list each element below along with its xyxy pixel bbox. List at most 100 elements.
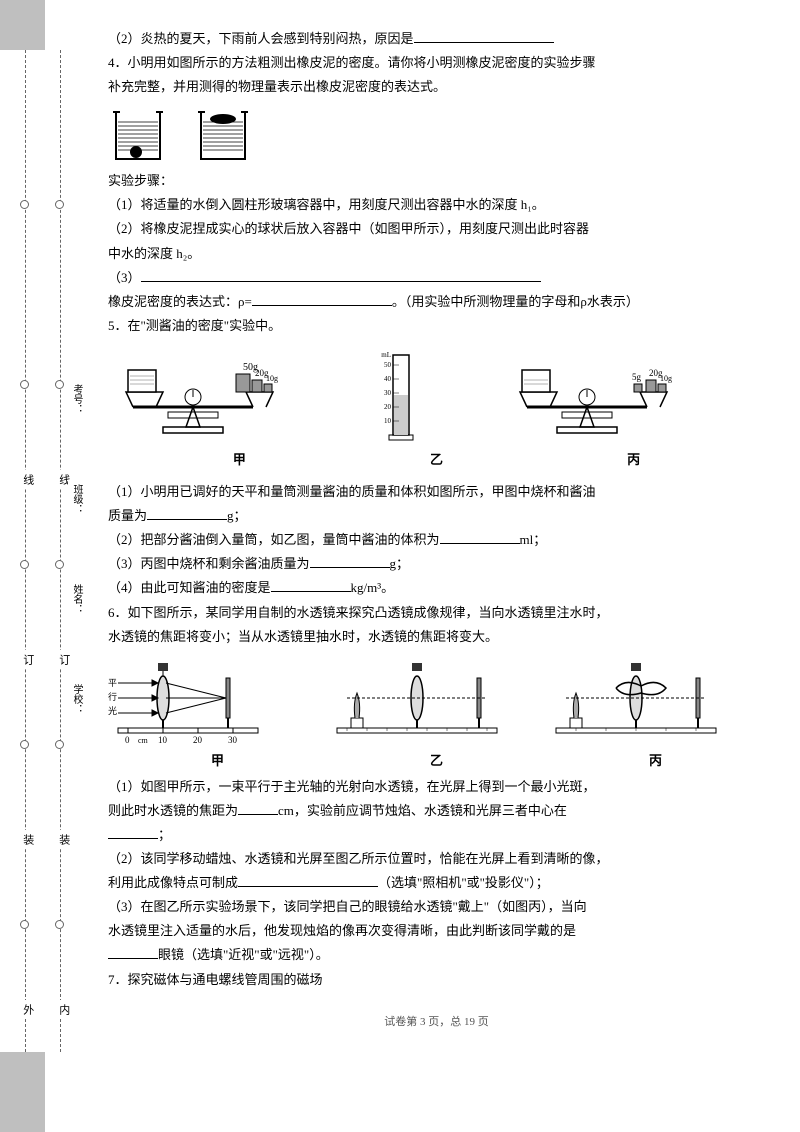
q5-1a: （1）小明用已调好的天平和量筒测量酱油的质量和体积如图所示，甲图中烧杯和酱油	[108, 481, 765, 503]
balance-jia: 50g 20g 10g 甲	[108, 352, 371, 471]
margin-class: 班级：	[68, 480, 85, 518]
left-margin: 外 装 订 线 内 装 订 线 学校： 姓名： 班级： 考号：	[0, 0, 90, 1132]
q4-exp1: 橡皮泥密度的表达式：ρ=	[108, 294, 252, 309]
margin-label-xian: 线	[18, 470, 37, 489]
margin-label-inner: 内	[54, 1000, 73, 1019]
q4-s2a: （2）将橡皮泥捏成实心的球状后放入容器中（如图甲所示），用刻度尺测出此时容器	[108, 218, 765, 240]
svg-text:20: 20	[193, 735, 203, 745]
content-area: （2）炎热的夏天，下雨前人会感到特别闷热，原因是 4．小明用如图所示的方法粗测出…	[90, 0, 800, 1132]
q6-stem1: 6．如下图所示，某同学用自制的水透镜来探究凸透镜成像规律，当向水透镜里注水时，	[108, 602, 765, 624]
margin-label-zhuang: 装	[18, 830, 37, 849]
svg-text:光: 光	[108, 705, 117, 716]
margin-circle	[55, 920, 64, 929]
margin-circle	[20, 380, 29, 389]
blank[interactable]	[271, 578, 351, 592]
margin-circle	[55, 560, 64, 569]
blank[interactable]	[414, 29, 554, 43]
svg-text:10g: 10g	[266, 374, 278, 383]
margin-circle	[55, 740, 64, 749]
q6-3a: （3）在图乙所示实验场景下，该同学把自己的眼镜给水透镜"戴上"（如图丙），当向	[108, 896, 765, 918]
margin-circle	[20, 740, 29, 749]
q5-1b: 质量为g；	[108, 505, 765, 527]
q3-2: （2）炎热的夏天，下雨前人会感到特别闷热，原因是	[108, 28, 765, 50]
svg-text:30: 30	[384, 389, 392, 397]
blank[interactable]	[310, 554, 390, 568]
q6-3c: 眼镜（选填"近视"或"远视"）。	[108, 944, 765, 966]
svg-text:平: 平	[108, 678, 117, 688]
q5-2: （2）把部分酱油倒入量筒，如乙图，量筒中酱油的体积为ml；	[108, 529, 765, 551]
q4-s2b: 中水的深度 h₂。	[108, 243, 765, 265]
q6-2a: （2）该同学移动蜡烛、水透镜和光屏至图乙所示位置时，恰能在光屏上看到清晰的像，	[108, 848, 765, 870]
svg-text:40: 40	[384, 375, 392, 383]
q4-stem2: 补充完整，并用测得的物理量表示出橡皮泥密度的表达式。	[108, 76, 765, 98]
balance-jia-icon: 50g 20g 10g	[108, 352, 283, 447]
balance-bing-icon: 5g 20g 10g	[502, 352, 677, 447]
lens-figures: 0 10 20 30 cm 平行光 甲	[108, 658, 765, 772]
q6-stem2: 水透镜的焦距将变小；当从水透镜里抽水时，水透镜的焦距将变大。	[108, 626, 765, 648]
margin-label-ding: 订	[18, 650, 37, 669]
margin-label-ding2: 订	[54, 650, 73, 669]
margin-circle	[20, 200, 29, 209]
beaker-jia-icon	[108, 104, 168, 164]
svg-text:0: 0	[125, 735, 130, 745]
lens-bing-icon	[546, 658, 726, 748]
beaker-figures	[108, 104, 765, 164]
blank[interactable]	[108, 825, 158, 839]
q4-stem1: 4．小明用如图所示的方法粗测出橡皮泥的密度。请你将小明测橡皮泥密度的实验步骤	[108, 52, 765, 74]
lens-yi: 乙	[327, 658, 546, 772]
balance-bing: 5g 20g 10g 丙	[502, 352, 765, 471]
margin-label-zhuang2: 装	[54, 830, 73, 849]
blank[interactable]	[147, 506, 227, 520]
svg-text:5g: 5g	[632, 372, 642, 382]
svg-text:30: 30	[228, 735, 238, 745]
fig-label-bing: 丙	[546, 750, 765, 772]
blank[interactable]	[238, 873, 378, 887]
cylinder-yi: mL 50 40 30 20 10 乙	[371, 347, 502, 471]
svg-text:mL: mL	[381, 351, 391, 359]
svg-text:50: 50	[384, 361, 392, 369]
q7: 7．探究磁体与通电螺线管周围的磁场	[108, 969, 765, 991]
q5-4: （4）由此可知酱油的密度是kg/m³。	[108, 577, 765, 599]
svg-text:10g: 10g	[660, 374, 672, 383]
fig-label-bing: 丙	[502, 449, 765, 471]
margin-school: 学校：	[68, 680, 85, 718]
q6-1bc: 则此时水透镜的焦距为cm，实验前应调节烛焰、水透镜和光屏三者中心在	[108, 800, 765, 822]
q4-steps-title: 实验步骤：	[108, 170, 765, 192]
fig-label-yi: 乙	[371, 449, 502, 471]
margin-circle	[55, 380, 64, 389]
svg-text:20: 20	[384, 403, 392, 411]
margin-name: 姓名：	[68, 580, 85, 618]
q5-stem: 5．在"测酱油的密度"实验中。	[108, 315, 765, 337]
lens-yi-icon	[327, 658, 507, 748]
lens-bing: 丙	[546, 658, 765, 772]
svg-text:10: 10	[158, 735, 168, 745]
beaker-yi-icon	[193, 104, 253, 164]
svg-text:cm: cm	[138, 736, 149, 745]
balance-figures: 50g 20g 10g 甲 mL 50 40 30 20 10	[108, 347, 765, 471]
blank[interactable]	[238, 801, 278, 815]
blank[interactable]	[440, 530, 520, 544]
q6-1a: （1）如图甲所示，一束平行于主光轴的光射向水透镜，在光屏上得到一个最小光斑，	[108, 776, 765, 798]
q3-2-text: （2）炎热的夏天，下雨前人会感到特别闷热，原因是	[108, 31, 414, 46]
lens-jia: 0 10 20 30 cm 平行光 甲	[108, 658, 327, 772]
svg-text:10: 10	[384, 417, 392, 425]
q5-3: （3）丙图中烧杯和剩余酱油质量为g；	[108, 553, 765, 575]
blank[interactable]	[252, 292, 392, 306]
q6-2bc: 利用此成像特点可制成（选填"照相机"或"投影仪"）；	[108, 872, 765, 894]
fig-label-yi: 乙	[327, 750, 546, 772]
margin-circle	[20, 920, 29, 929]
q6-3b: 水透镜里注入适量的水后，他发现烛焰的像再次变得清晰，由此判断该同学戴的是	[108, 920, 765, 942]
q4-s1: （1）将适量的水倒入圆柱形玻璃容器中，用刻度尺测出容器中水的深度 h₁。	[108, 194, 765, 216]
margin-examid: 考号：	[68, 380, 85, 418]
svg-text:行: 行	[108, 691, 117, 702]
fig-label-jia: 甲	[108, 750, 327, 772]
gray-block-bottom	[0, 1052, 45, 1132]
margin-circle	[55, 200, 64, 209]
page-footer: 试卷第 3 页，总 19 页	[108, 1013, 765, 1032]
q4-s3: （3）	[108, 267, 765, 289]
blank[interactable]	[141, 268, 541, 282]
q4-exp: 橡皮泥密度的表达式：ρ=。（用实验中所测物理量的字母和ρ水表示）	[108, 291, 765, 313]
blank[interactable]	[108, 945, 158, 959]
lens-jia-icon: 0 10 20 30 cm 平行光	[108, 658, 268, 748]
cylinder-icon: mL 50 40 30 20 10	[371, 347, 431, 447]
